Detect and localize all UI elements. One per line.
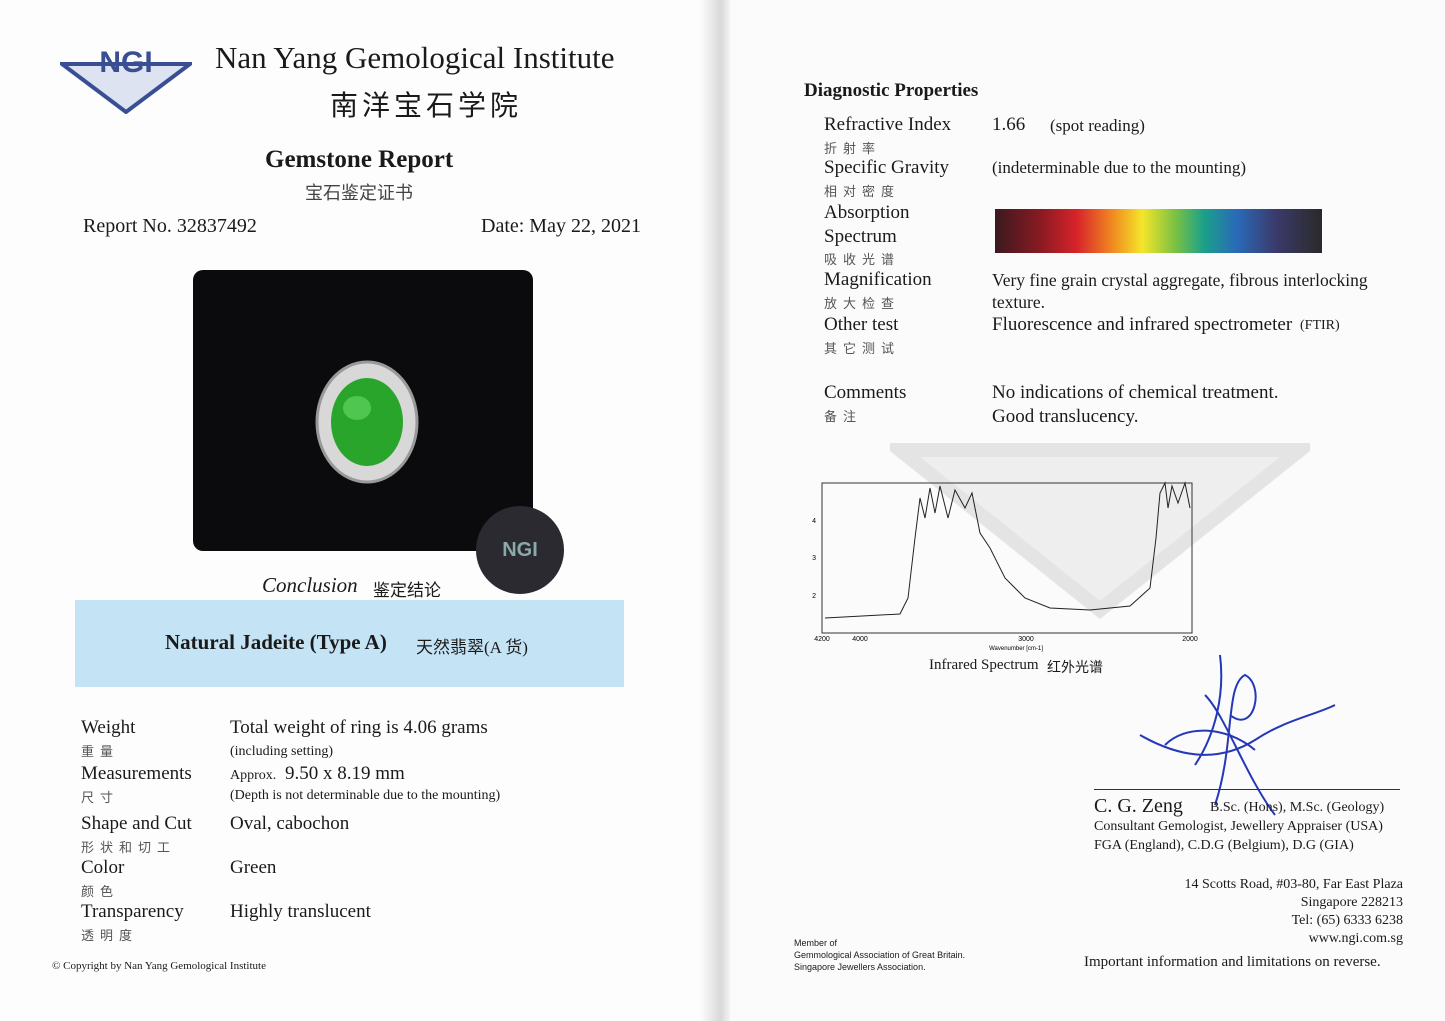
- diagnostic-label: Absorption Spectrum: [824, 202, 910, 247]
- diagnostic-label-cn: 放大检查: [824, 296, 901, 311]
- property-value: Oval, cabochon: [230, 813, 350, 834]
- diagnostic-value: No indications of chemical treatment.: [992, 382, 1279, 403]
- property-label-cn: 尺寸: [81, 790, 120, 805]
- address-line: Singapore 228213: [1300, 895, 1403, 910]
- address: 14 Scotts Road, #03-80, Far East Plaza S…: [1184, 876, 1403, 948]
- diagnostic-note: (spot reading): [1050, 116, 1145, 135]
- property-note: (including setting): [230, 744, 334, 759]
- property-value: Total weight of ring is 4.06 grams: [230, 717, 488, 738]
- signature: [1139, 655, 1336, 816]
- ngi-logo: NGI: [60, 48, 192, 114]
- diagnostic-value: Very fine grain crystal aggregate, fibro…: [992, 270, 1368, 312]
- x-axis-title: Wavenumber [cm-1]: [989, 646, 1043, 652]
- report-date: Date: May 22, 2021: [481, 215, 641, 237]
- signatory-title: FGA (England), C.D.G (Belgium), D.G (GIA…: [1094, 838, 1354, 853]
- property-prefix: Approx.: [230, 768, 277, 783]
- property-label: Color: [81, 857, 125, 878]
- x-tick-label: 4200: [814, 636, 830, 643]
- conclusion-label: Conclusion: [262, 573, 358, 597]
- report-title: Gemstone Report: [265, 146, 454, 173]
- property-value: 9.50 x 8.19 mm: [285, 763, 405, 784]
- absorption-spectrum: [995, 209, 1322, 253]
- membership-line: Member of: [794, 938, 838, 948]
- signature-line: [1094, 789, 1400, 790]
- property-label: Shape and Cut: [81, 813, 192, 834]
- seal-logo: NGI: [502, 539, 538, 561]
- property-note: (Depth is not determinable due to the mo…: [230, 788, 501, 803]
- membership-line: Gemmological Association of Great Britai…: [794, 950, 966, 960]
- conclusion-box: [75, 600, 624, 687]
- diagnostic-label-cn: 其它测试: [824, 341, 901, 356]
- diagnostic-note: Good translucency.: [992, 406, 1139, 427]
- watermark: [890, 443, 1310, 619]
- signatory-title: Consultant Gemologist, Jewellery Apprais…: [1094, 819, 1383, 834]
- conclusion-result-cn: 天然翡翠(A 货): [416, 638, 528, 657]
- x-tick-label: 4000: [852, 636, 868, 643]
- diagnostic-value: Fluorescence and infrared spectrometer: [992, 314, 1293, 335]
- diagnostic-value: (indeterminable due to the mounting): [992, 158, 1246, 177]
- y-tick-label: 4: [812, 518, 816, 525]
- diagnostic-label: Magnification: [824, 269, 932, 290]
- property-value: Highly translucent: [230, 901, 371, 922]
- diagnostic-note: (FTIR): [1300, 318, 1340, 333]
- gem-photo: NGI: [193, 270, 564, 594]
- address-line: 14 Scotts Road, #03-80, Far East Plaza: [1184, 877, 1403, 892]
- copyright: © Copyright by Nan Yang Gemological Inst…: [52, 960, 266, 972]
- property-label: Transparency: [81, 901, 184, 922]
- property-label: Measurements: [81, 763, 192, 784]
- diagnostic-label: Other test: [824, 314, 899, 335]
- diagnostic-label: Comments: [824, 382, 907, 403]
- address-line: www.ngi.com.sg: [1308, 931, 1403, 946]
- y-tick-label: 3: [812, 555, 816, 562]
- diagnostic-label: Specific Gravity: [824, 157, 950, 178]
- diagnostic-label-cn: 相对密度: [824, 184, 901, 199]
- x-tick-label: 3000: [1018, 636, 1034, 643]
- membership: Member of Gemmological Association of Gr…: [794, 937, 965, 973]
- infrared-spectrum: 4200 4000 3000 2000 Wavenumber [cm-1] 4 …: [812, 481, 1198, 652]
- notice: Important information and limitations on…: [1084, 954, 1381, 970]
- address-line: Tel: (65) 6333 6238: [1291, 913, 1403, 928]
- diagnostic-label-cn: 备注: [824, 409, 863, 424]
- diagnostic-label-cn: 吸收光谱: [824, 252, 901, 267]
- page-fold: [700, 0, 730, 1021]
- infrared-caption: Infrared Spectrum: [929, 657, 1039, 673]
- property-label-cn: 颜色: [81, 884, 120, 899]
- signatory-name: C. G. Zeng: [1094, 795, 1183, 817]
- infrared-caption-cn: 红外光谱: [1047, 661, 1103, 676]
- diagnostic-label: Refractive Index: [824, 114, 952, 135]
- logo-text: NGI: [99, 48, 152, 79]
- report-number: Report No. 32837492: [83, 215, 257, 237]
- membership-line: Singapore Jewellers Association.: [794, 962, 926, 972]
- conclusion-label-cn: 鉴定结论: [373, 581, 441, 600]
- property-label-cn: 透明度: [81, 928, 139, 943]
- institute-name: Nan Yang Gemological Institute: [215, 40, 615, 75]
- property-label-cn: 形状和切工: [81, 840, 177, 855]
- property-value: Green: [230, 857, 277, 878]
- diagnostic-label-cn: 折射率: [824, 141, 882, 156]
- diagnostic-title: Diagnostic Properties: [804, 80, 979, 101]
- conclusion-result: Natural Jadeite (Type A): [165, 630, 387, 654]
- report-title-cn: 宝石鉴定证书: [305, 183, 413, 203]
- property-label: Weight: [81, 717, 136, 738]
- y-tick-label: 2: [812, 593, 816, 600]
- institute-name-cn: 南洋宝石学院: [330, 91, 523, 122]
- diagnostic-value: 1.66: [992, 114, 1026, 135]
- x-tick-label: 2000: [1182, 636, 1198, 643]
- property-label-cn: 重量: [81, 744, 120, 759]
- signatory-degrees: B.Sc. (Hons), M.Sc. (Geology): [1210, 800, 1385, 815]
